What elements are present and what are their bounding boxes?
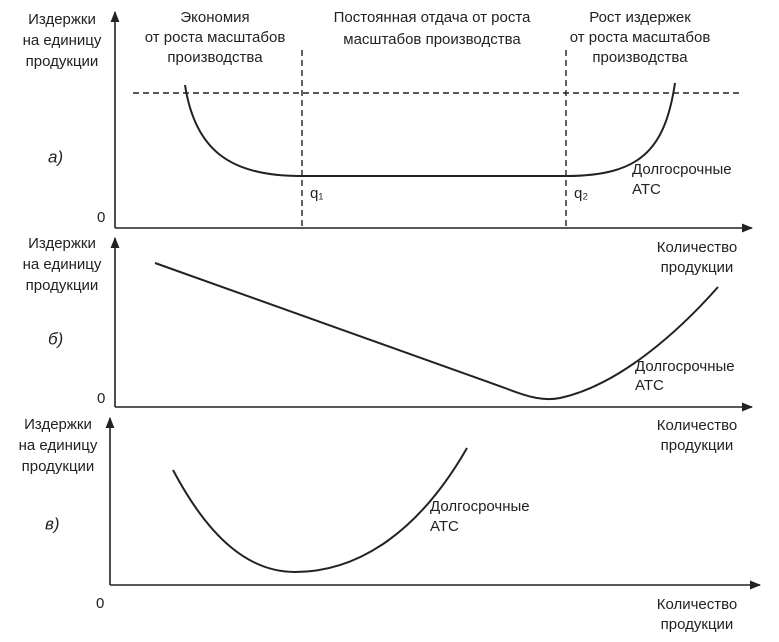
panel-letter: а) — [48, 147, 63, 166]
atc-curve — [154, 262, 719, 401]
region-label: Постоянная отдача от роста — [334, 9, 531, 26]
y-label: Издержки — [24, 416, 92, 433]
panel-letter: в) — [45, 514, 60, 533]
curve-label: АТС — [632, 181, 661, 198]
q-label: q₁ — [310, 185, 323, 202]
curve-label: Долгосрочные — [430, 498, 530, 515]
panel-b: Издержки на единицу продукции б) 0 Долго… — [23, 235, 754, 454]
y-label: на единицу — [23, 256, 102, 273]
origin-label: 0 — [97, 390, 105, 407]
panel-a: Издержки на единицу продукции а) 0 Эконо… — [23, 9, 754, 276]
y-label: Издержки — [28, 11, 96, 28]
curve-label: Долгосрочные — [635, 358, 735, 375]
y-label: на единицу — [23, 32, 102, 49]
x-label: продукции — [661, 437, 734, 454]
region-label: производства — [167, 49, 263, 66]
atc-curve — [184, 82, 676, 177]
curve-label: Долгосрочные — [632, 161, 732, 178]
region-label: Экономия — [180, 9, 249, 26]
x-label: продукции — [661, 616, 734, 633]
atc-curve — [172, 447, 468, 574]
y-label: Издержки — [28, 235, 96, 252]
origin-label: 0 — [96, 595, 104, 612]
region-label: от роста масштабов — [570, 29, 711, 46]
panel-letter: б) — [48, 329, 63, 348]
panel-c: Издержки на единицу продукции в) 0 Долго… — [19, 416, 762, 633]
x-label: Количество — [657, 239, 738, 256]
region-label: Рост издержек — [589, 9, 691, 26]
x-label: Количество — [657, 417, 738, 434]
curve-label: АТС — [430, 518, 459, 535]
y-label: на единицу — [19, 437, 98, 454]
q-label: q₂ — [574, 185, 588, 202]
y-label: продукции — [26, 53, 99, 70]
region-label: масштабов производства — [343, 31, 521, 48]
region-label: от роста масштабов — [145, 29, 286, 46]
x-label: продукции — [661, 259, 734, 276]
region-label: производства — [592, 49, 688, 66]
y-label: продукции — [26, 277, 99, 294]
curve-label: АТС — [635, 377, 664, 394]
y-label: продукции — [22, 458, 95, 475]
origin-label: 0 — [97, 209, 105, 226]
x-label: Количество — [657, 596, 738, 613]
